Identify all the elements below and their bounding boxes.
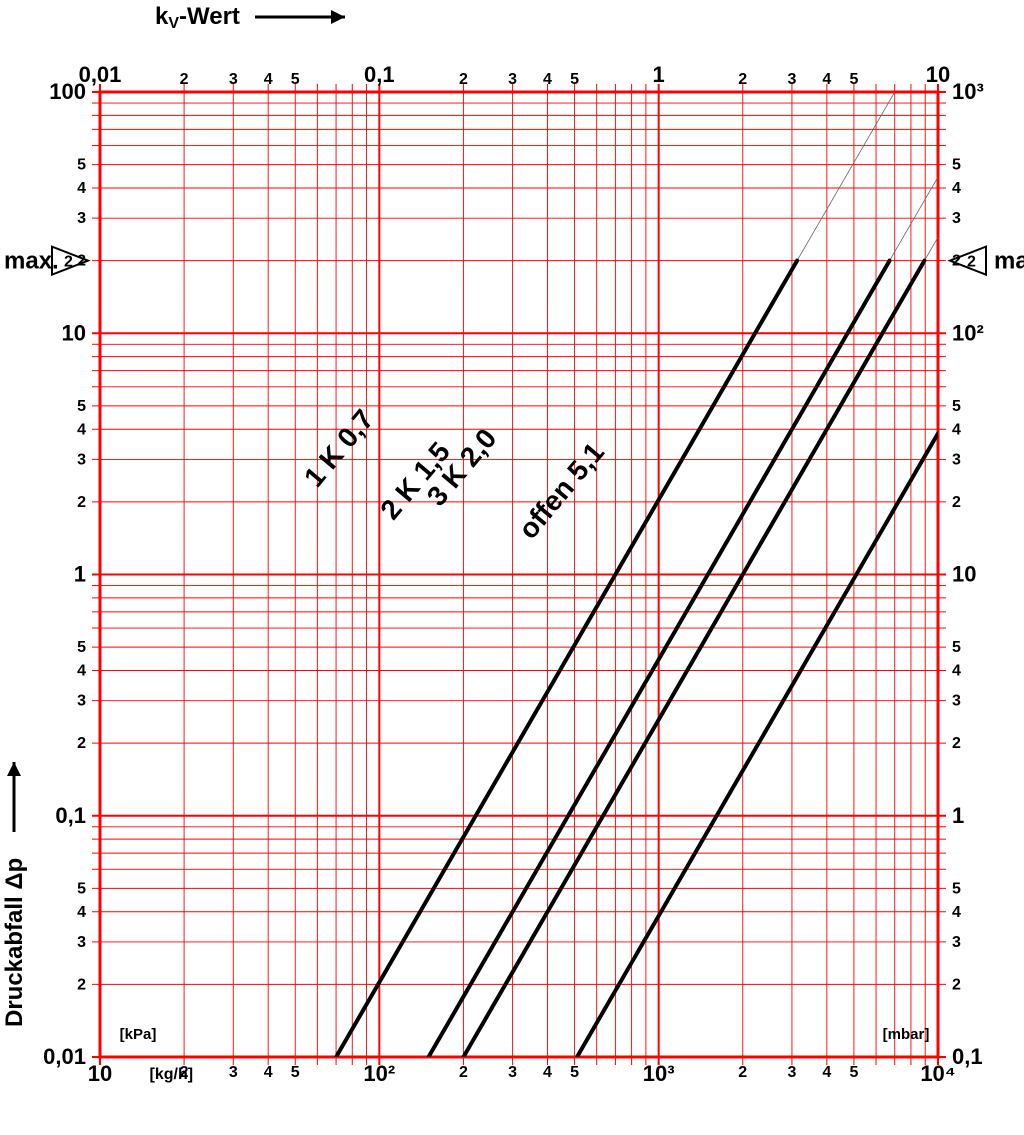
axis-subtick-label: 3 [77,451,86,468]
axis-subtick-label: 3 [77,934,86,951]
axis-tick-label: 0,1 [952,1044,983,1069]
axis-subtick-label: 5 [952,157,961,174]
axis-subtick-label: 5 [952,639,961,656]
axis-subtick-label: 2 [180,71,189,88]
axis-tick-label: 10⁴ [920,1061,955,1086]
axis-tick-label: 1 [74,562,86,587]
axis-tick-label: 10³ [952,79,984,104]
axis-subtick-label: 4 [77,904,86,921]
axis-subtick-label: 2 [952,735,961,752]
axis-subtick-label: 2 [77,976,86,993]
axis-tick-label: 100 [49,79,86,104]
axis-subtick-label: 4 [264,1064,273,1081]
axis-subtick-label: 5 [77,157,86,174]
axis-tick-label: 10² [952,320,984,345]
axis-subtick-label: 2 [952,253,961,270]
axis-tick-label: 10 [88,1061,112,1086]
axis-subtick-label: 3 [508,1064,517,1081]
axis-subtick-label: 3 [508,71,517,88]
axis-subtick-label: 3 [77,210,86,227]
axis-tick-label: 1 [653,62,665,87]
axis-subtick-label: 3 [952,210,961,227]
svg-text:2: 2 [967,254,976,271]
pressure-drop-chart: 1 K 0,72 K 1,53 K 2,0offen 5,1max.22max.… [0,0,1024,1135]
axis-subtick-label: 4 [543,1064,552,1081]
axis-subtick-label: 2 [459,71,468,88]
axis-subtick-label: 4 [77,421,86,438]
axis-subtick-label: 3 [952,693,961,710]
axis-subtick-label: 5 [849,1064,858,1081]
axis-subtick-label: 4 [543,71,552,88]
axis-subtick-label: 2 [952,976,961,993]
axis-subtick-label: 5 [77,639,86,656]
axis-tick-label: 0,1 [364,62,395,87]
axis-subtick-label: 5 [570,71,579,88]
axis-subtick-label: 3 [229,71,238,88]
axis-tick-label: 0,1 [55,803,86,828]
axis-subtick-label: 3 [77,693,86,710]
axis-subtick-label: 4 [952,421,961,438]
axis-tick-label: 10² [363,1061,395,1086]
axis-subtick-label: 4 [264,71,273,88]
axis-tick-label: 10³ [643,1061,675,1086]
axis-subtick-label: 5 [77,398,86,415]
axis-subtick-label: 2 [77,494,86,511]
axis-tick-label: 10 [952,562,976,587]
unit-right: [mbar] [883,1026,930,1043]
axis-subtick-label: 2 [77,253,86,270]
axis-title-top: kV-Wert [155,3,240,32]
axis-tick-label: 10 [926,62,950,87]
axis-subtick-label: 5 [570,1064,579,1081]
axis-subtick-label: 5 [952,398,961,415]
axis-subtick-label: 2 [738,1064,747,1081]
axis-subtick-label: 5 [952,880,961,897]
unit-bottom: [kg/h] [150,1066,194,1083]
axis-subtick-label: 5 [77,880,86,897]
axis-subtick-label: 2 [459,1064,468,1081]
axis-subtick-label: 4 [952,180,961,197]
max-label-right: max. [994,248,1024,275]
axis-subtick-label: 5 [291,71,300,88]
axis-subtick-label: 4 [822,71,831,88]
axis-subtick-label: 3 [952,451,961,468]
axis-subtick-label: 5 [291,1064,300,1081]
axis-subtick-label: 2 [77,735,86,752]
axis-subtick-label: 4 [77,663,86,680]
axis-tick-label: 0,01 [43,1044,86,1069]
unit-left: [kPa] [120,1026,157,1043]
axis-subtick-label: 3 [952,934,961,951]
axis-tick-label: 10 [62,320,86,345]
axis-subtick-label: 4 [822,1064,831,1081]
axis-subtick-label: 5 [849,71,858,88]
svg-text:2: 2 [64,254,73,271]
svg-text:Druckabfall Δp: Druckabfall Δp [1,858,28,1027]
max-label-left: max. [4,248,59,275]
axis-subtick-label: 3 [229,1064,238,1081]
axis-subtick-label: 3 [787,1064,796,1081]
axis-subtick-label: 2 [738,71,747,88]
axis-subtick-label: 2 [952,494,961,511]
axis-subtick-label: 4 [952,904,961,921]
axis-subtick-label: 4 [77,180,86,197]
axis-tick-label: 1 [952,803,964,828]
axis-subtick-label: 3 [787,71,796,88]
axis-subtick-label: 4 [952,663,961,680]
